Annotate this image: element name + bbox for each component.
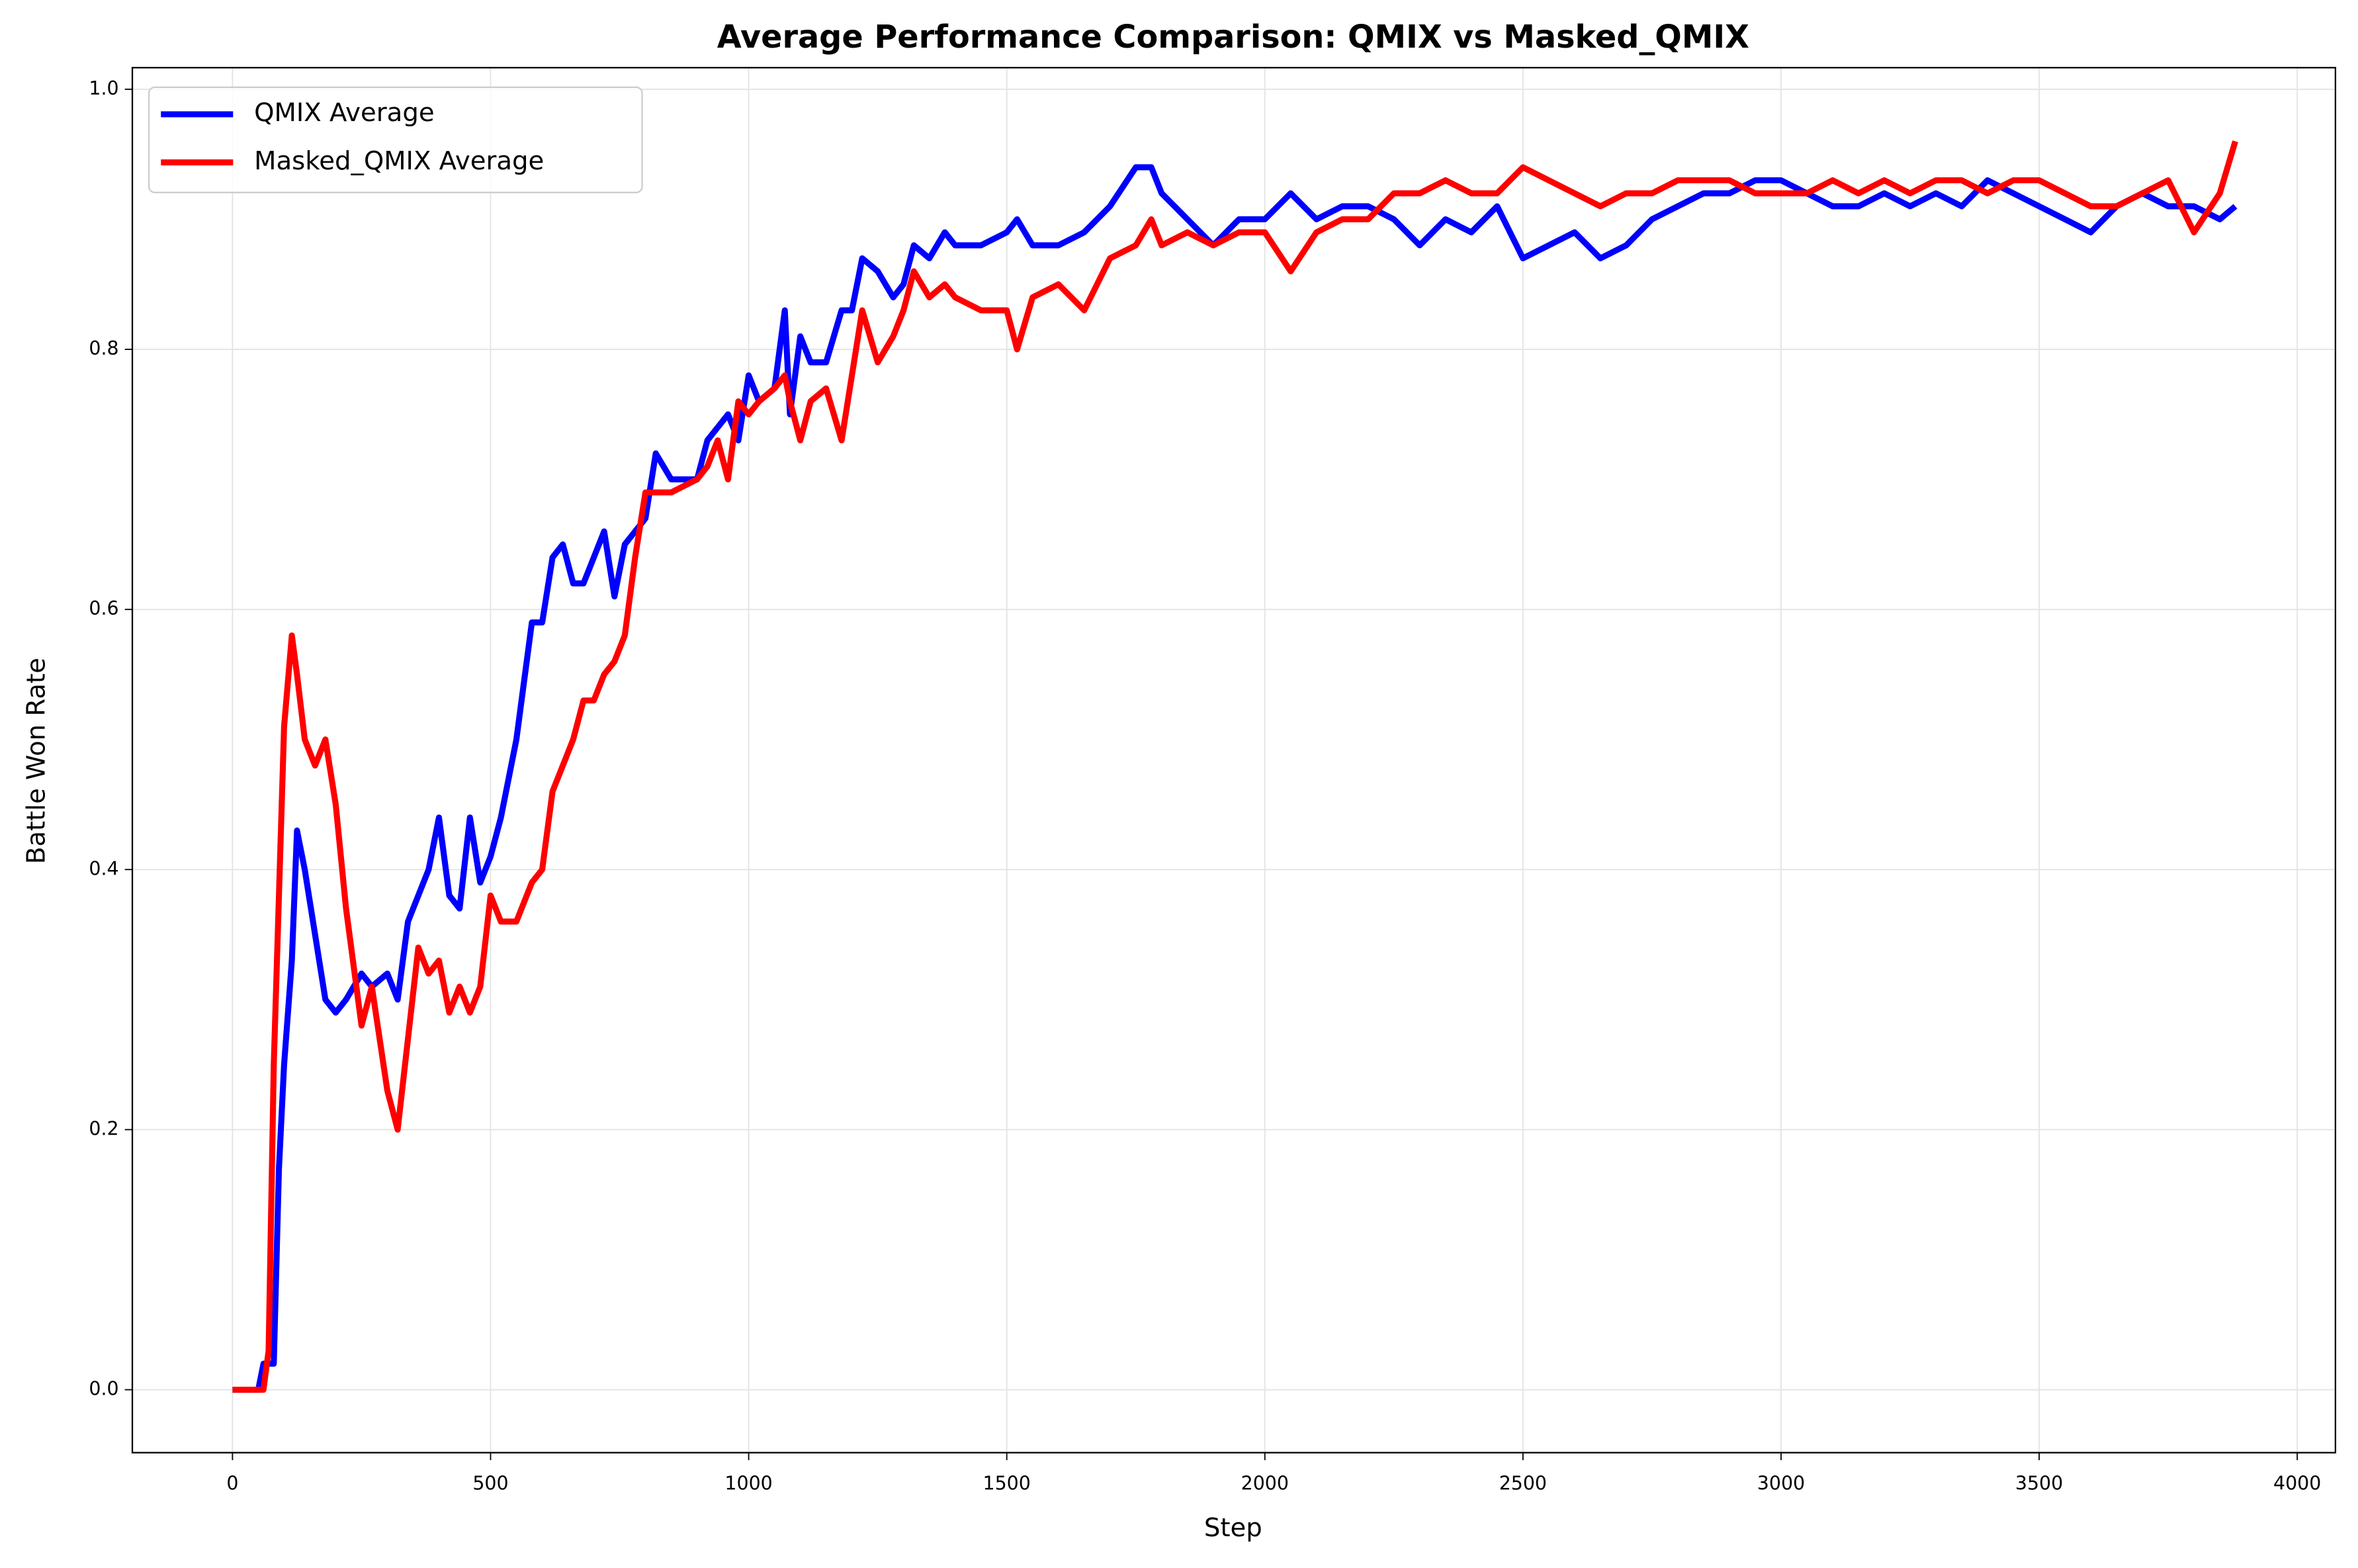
x-tick-label: 0 — [226, 1472, 238, 1494]
series-line — [232, 140, 2238, 1393]
x-tick-label: 3500 — [2015, 1472, 2063, 1494]
legend-box — [148, 86, 643, 194]
y-tick-label: 0.8 — [89, 337, 118, 359]
legend: QMIX Average Masked_QMIX Average — [148, 86, 643, 194]
x-tick-label: 4000 — [2273, 1472, 2321, 1494]
y-tick-label: 1.0 — [89, 77, 118, 99]
y-tick-label: 0.0 — [89, 1378, 118, 1400]
chart-title: Average Performance Comparison: QMIX vs … — [717, 19, 1749, 56]
x-tick-label: 2500 — [1499, 1472, 1547, 1494]
x-tick-label: 3000 — [1757, 1472, 1805, 1494]
x-axis-label: Step — [1204, 1513, 1262, 1543]
legend-label: Masked_QMIX Average — [254, 146, 544, 176]
y-tick-label: 0.6 — [89, 597, 118, 619]
x-tick-label: 1000 — [724, 1472, 772, 1494]
legend-label: QMIX Average — [254, 98, 434, 128]
x-tick-label: 500 — [472, 1472, 508, 1494]
y-tick-label: 0.4 — [89, 857, 118, 879]
plot-frame — [131, 67, 2337, 1454]
x-tick-label: 1500 — [983, 1472, 1031, 1494]
x-tick-label: 2000 — [1241, 1472, 1289, 1494]
y-tick-label: 0.2 — [89, 1117, 118, 1139]
y-axis-label: Battle Won Rate — [21, 658, 51, 864]
